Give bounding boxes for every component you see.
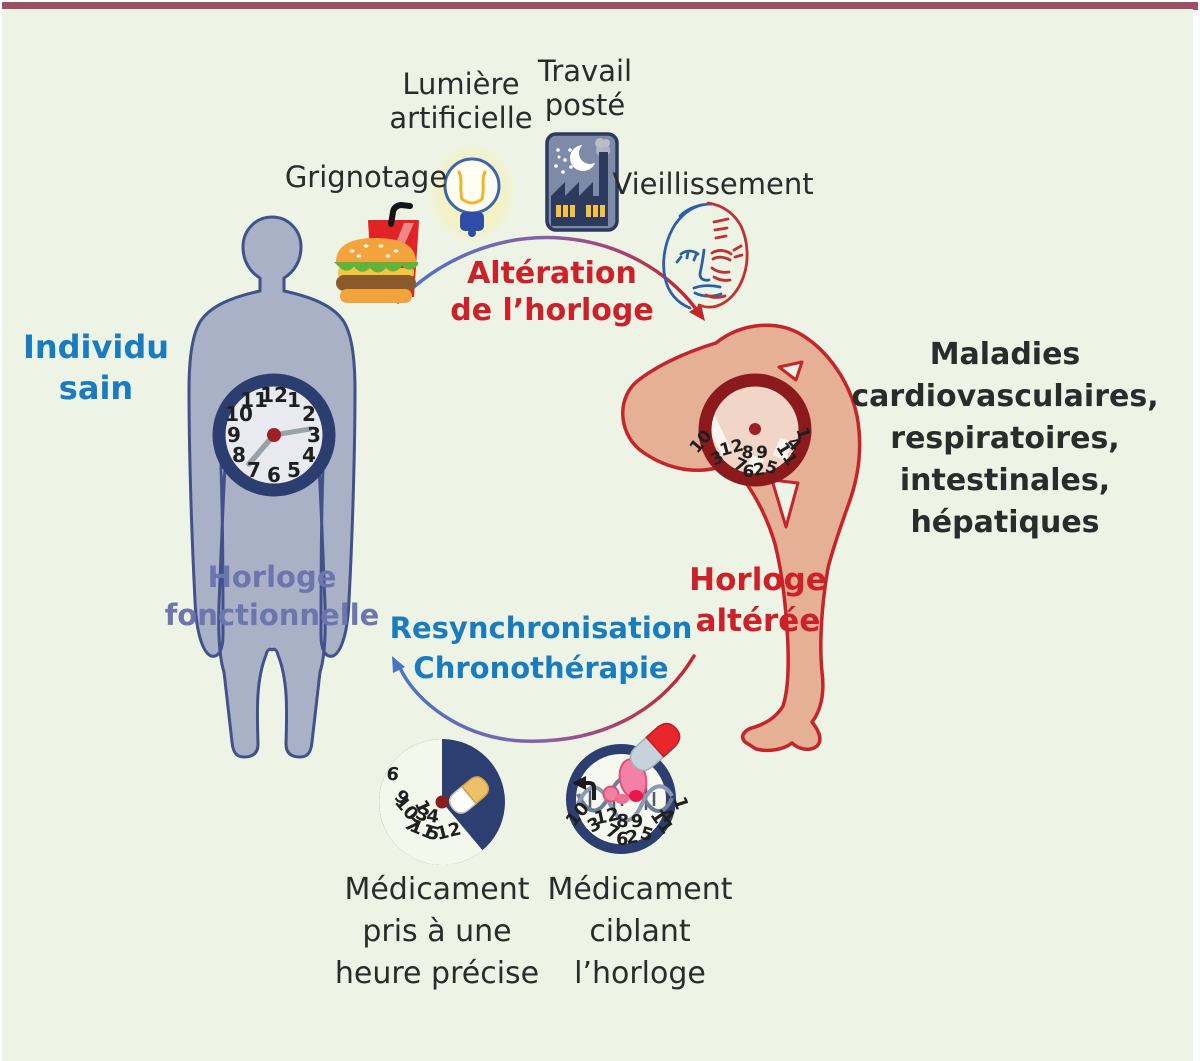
lettuce	[334, 262, 418, 273]
clock-number: 6	[267, 463, 281, 487]
label-alteration-horloge: Altération de l’horloge	[450, 256, 654, 328]
clock-number: 1	[287, 388, 301, 412]
clock-number: 2	[302, 402, 316, 426]
arrowhead-red	[689, 304, 705, 321]
label-lumiere-artificielle: Lumière artificielle	[389, 67, 533, 135]
clock-number: 10	[225, 402, 253, 426]
clock-number: 5	[763, 457, 780, 479]
clock-number: 3	[307, 423, 321, 447]
clock-crack	[773, 438, 790, 461]
label-maladies: Maladies cardiovasculaires, respiratoire…	[851, 337, 1159, 540]
clock-number: 9	[756, 443, 768, 463]
clock-number: 8	[741, 442, 755, 463]
body-gap-notch	[770, 478, 800, 529]
clock-open-sector	[379, 739, 483, 865]
straw	[388, 201, 413, 227]
filament	[457, 170, 487, 205]
clock-number: 4	[425, 805, 441, 828]
clock-number: 1	[791, 425, 814, 442]
clock-number: 5	[287, 458, 301, 482]
clock-number: 8	[615, 811, 629, 833]
clock-number: 6	[615, 829, 629, 851]
snacking-icon	[334, 201, 419, 303]
bulb-base	[460, 212, 484, 231]
chimney	[599, 152, 608, 202]
top-border-bar	[2, 2, 1198, 10]
bun-bottom	[340, 289, 412, 303]
clock-number: 12	[592, 804, 621, 830]
capsule-pill-icon	[448, 776, 490, 814]
transcription-arrow-icon	[572, 776, 596, 800]
light-bulb-icon	[426, 141, 518, 245]
label-medicament-ciblant-horloge: Médicament ciblant l’horloge	[547, 872, 733, 991]
altered-clock: 10 3 12 8 9 7 6 2 5 11 4 1	[686, 373, 814, 487]
label-resynchronisation: Resynchronisation Chronothérapie	[389, 611, 693, 685]
timed-medication-clock: 6 9 10 1 3 4 7 11 5 12	[379, 739, 505, 865]
label-horloge-fonctionnelle: Horloge fonctionnelle	[164, 560, 380, 632]
altered-clock-ring	[698, 373, 812, 487]
functional-clock: 12 1 2 3 4 5 6 7 8 9 10 11	[212, 373, 336, 497]
factory-windows	[556, 205, 605, 217]
clock-center-dot	[749, 423, 761, 435]
drug-capsule-icon	[629, 722, 681, 772]
neck-gap-notch	[777, 360, 804, 382]
clock-number: 6	[742, 462, 755, 483]
clock-number: 7	[247, 458, 261, 482]
clock-center-dot	[435, 795, 449, 809]
clock-number: 12	[260, 383, 288, 407]
clock-targeting-medication-clock: 10 3 12 8 9 7 6 2 5 11 4 1	[562, 722, 692, 854]
label-grignotage: Grignotage	[284, 160, 448, 194]
clock-number: 2	[752, 459, 767, 480]
label-horloge-alteree: Horloge altérée	[689, 562, 827, 639]
clock-number: 5	[425, 822, 442, 845]
label-travail-poste: Travail posté	[537, 54, 633, 122]
clock-number: 2	[625, 826, 640, 849]
resynchronisation-arrow	[392, 654, 696, 743]
patty	[336, 275, 416, 291]
alteration-arrow	[396, 235, 705, 321]
clock-number: 9	[631, 811, 644, 832]
arrowhead-blue	[392, 656, 405, 673]
clock-number: 5	[638, 823, 656, 847]
functional-clock-ring	[212, 373, 336, 497]
clock-number: 8	[232, 443, 246, 467]
ageing-face-icon	[662, 201, 749, 310]
clock-number: 11	[240, 388, 268, 412]
label-individu-sain: Individu sain	[22, 328, 170, 407]
clock-number: 6	[385, 763, 400, 786]
clock-number: 1	[668, 794, 692, 812]
clock-number: 4	[302, 443, 316, 467]
clock-crack	[745, 455, 764, 477]
label-vieillissement: Vieillissement	[612, 167, 814, 201]
bun-top	[336, 238, 416, 262]
night-shift-factory-icon	[545, 132, 619, 232]
stars	[554, 148, 573, 174]
clock-center-dot	[267, 428, 281, 442]
label-medicament-heure-precise: Médicament pris à une heure précise	[334, 872, 540, 991]
clock-number: 9	[227, 423, 241, 447]
